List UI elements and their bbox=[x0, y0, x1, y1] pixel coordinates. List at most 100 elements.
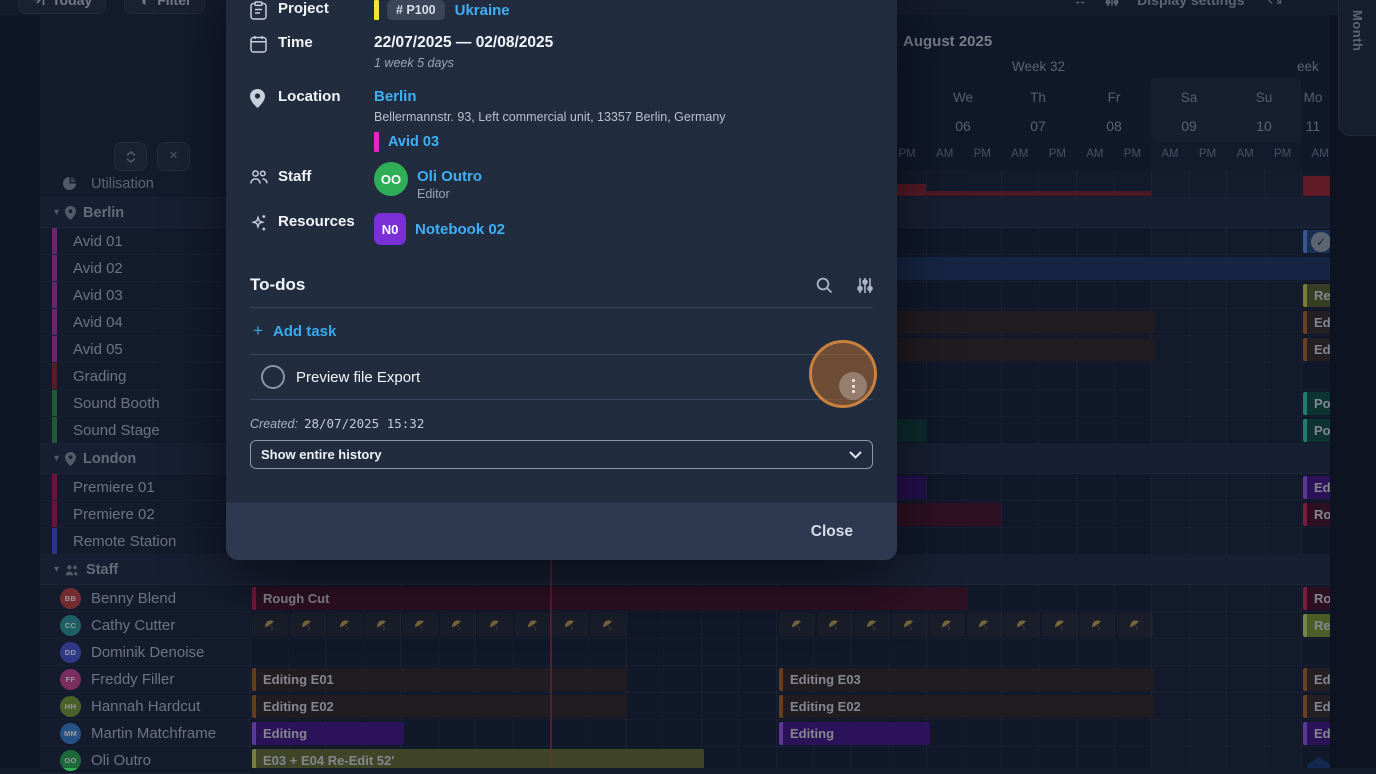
chevron-down-icon[interactable]: ▾ bbox=[54, 453, 60, 464]
vacation-cell[interactable]: ☂ bbox=[477, 613, 514, 637]
sidebar-item-utilisation[interactable]: Utilisation bbox=[40, 170, 250, 198]
booking-bar[interactable]: Editing E02 bbox=[252, 695, 627, 718]
booking-bar[interactable]: Editing bbox=[252, 722, 404, 745]
booking-bar[interactable]: Edi bbox=[1303, 695, 1330, 718]
timeline-row-cathy-cutter[interactable]: Re ☂ ☂ ☂ ☂ ☂ ☂ ☂ ☂ ☂ ☂ ☂ ☂ ☂ ☂ ☂ ☂ ☂ ☂ ☂ ☂ bbox=[250, 612, 1330, 639]
booking-bar[interactable]: Editing E03 bbox=[779, 668, 1154, 691]
booking-bar[interactable]: Re bbox=[1303, 614, 1330, 637]
vacation-cell[interactable]: ☂ bbox=[1004, 613, 1041, 637]
vacation-cell[interactable]: ☂ bbox=[891, 613, 928, 637]
resource-name-link[interactable]: Notebook 02 bbox=[415, 220, 506, 238]
sidebar-item-benny-blend[interactable]: BB Benny Blend bbox=[40, 585, 250, 612]
sidebar-item-dominik-denoise[interactable]: DD Dominik Denoise bbox=[40, 639, 250, 666]
day-date-label[interactable]: 08 bbox=[1106, 118, 1122, 134]
timeline-row-staff[interactable] bbox=[250, 555, 1330, 585]
booking-bar[interactable]: Edi bbox=[1303, 722, 1330, 745]
vacation-cell[interactable]: ☂ bbox=[252, 613, 288, 637]
booking-bar[interactable]: Edi bbox=[1303, 338, 1330, 361]
booking-bar[interactable]: Edi bbox=[1303, 476, 1330, 499]
booking-bar[interactable]: Edi bbox=[1303, 311, 1330, 334]
day-date-label[interactable]: 09 bbox=[1181, 118, 1197, 134]
sidebar-item-avid-02[interactable]: Avid 02 bbox=[40, 255, 250, 282]
timeline-row-benny-blend[interactable]: Rough Cut Ro bbox=[250, 585, 1330, 612]
history-dropdown[interactable]: Show entire history bbox=[250, 440, 873, 469]
sidebar-item-sound-booth[interactable]: Sound Booth bbox=[40, 390, 250, 417]
booking-bar[interactable]: Edi bbox=[1303, 668, 1330, 691]
collapse-groups-button[interactable] bbox=[114, 142, 147, 171]
sidebar-item-avid-05[interactable]: Avid 05 bbox=[40, 336, 250, 363]
vacation-cell[interactable]: ☂ bbox=[552, 613, 589, 637]
booking-bar[interactable]: Po bbox=[1303, 419, 1330, 442]
staff-name-link[interactable]: Oli Outro bbox=[417, 168, 482, 185]
sidebar-item-cathy-cutter[interactable]: CC Cathy Cutter bbox=[40, 612, 250, 639]
sidebar-item-premiere-01[interactable]: Premiere 01 bbox=[40, 474, 250, 501]
day-date-label[interactable]: 10 bbox=[1256, 118, 1272, 134]
add-task-button[interactable]: + Add task bbox=[253, 321, 873, 341]
sidebar-item-hannah-hardcut[interactable]: HH Hannah Hardcut bbox=[40, 693, 250, 720]
resize-columns-icon[interactable]: ↔ bbox=[1073, 0, 1087, 8]
close-button[interactable]: Close bbox=[810, 522, 853, 540]
vacation-cell[interactable]: ☂ bbox=[1079, 613, 1116, 637]
chevron-down-icon[interactable]: ▾ bbox=[54, 207, 60, 218]
sidebar-item-avid-04[interactable]: Avid 04 bbox=[40, 309, 250, 336]
timeline-row-freddy-filler[interactable]: Editing E01 Editing E03 Edi bbox=[250, 666, 1330, 693]
sidebar-item-martin-matchframe[interactable]: MM Martin Matchframe bbox=[40, 720, 250, 747]
vacation-cell[interactable]: ☂ bbox=[1041, 613, 1078, 637]
booking-bar[interactable]: Editing bbox=[779, 722, 930, 745]
room-link[interactable]: Avid 03 bbox=[388, 134, 440, 150]
booking-bar[interactable]: Rough Cut bbox=[252, 587, 968, 610]
chevron-down-icon[interactable]: ▾ bbox=[54, 564, 60, 575]
search-icon[interactable] bbox=[816, 277, 833, 294]
sidebar-item-avid-03[interactable]: Avid 03 bbox=[40, 282, 250, 309]
filter-button[interactable]: Filter bbox=[124, 0, 206, 14]
sliders-icon[interactable] bbox=[1105, 0, 1119, 7]
vacation-cell[interactable]: ☂ bbox=[854, 613, 891, 637]
sidebar-item-berlin[interactable]: ▾ Berlin bbox=[40, 198, 250, 228]
vacation-cell[interactable]: ☂ bbox=[966, 613, 1003, 637]
vacation-cell[interactable]: ☂ bbox=[402, 613, 439, 637]
vacation-cell[interactable]: ☂ bbox=[779, 613, 815, 637]
booking-bar[interactable]: Editing E01 bbox=[252, 668, 627, 691]
sidebar-item-premiere-02[interactable]: Premiere 02 bbox=[40, 501, 250, 528]
day-date-label[interactable]: 06 bbox=[955, 118, 971, 134]
booking-bar[interactable]: Editing E02 bbox=[779, 695, 1154, 718]
booking-bar[interactable]: E03 + E04 Re-Edit 52' bbox=[252, 749, 704, 768]
today-button[interactable]: Today bbox=[18, 0, 107, 14]
day-date-label[interactable]: 07 bbox=[1030, 118, 1046, 134]
todo-checkbox[interactable] bbox=[261, 365, 285, 389]
todo-filter-icon[interactable] bbox=[857, 277, 873, 294]
vacation-cell[interactable]: ☂ bbox=[1116, 613, 1153, 637]
vacation-cell[interactable]: ☂ bbox=[327, 613, 364, 637]
sidebar-item-london[interactable]: ▾ London bbox=[40, 444, 250, 474]
day-date-label[interactable]: 11 bbox=[1305, 118, 1321, 134]
month-view-tab[interactable]: Month bbox=[1338, 0, 1376, 136]
vacation-cell[interactable]: ☂ bbox=[514, 613, 551, 637]
sidebar-item-remote-station[interactable]: Remote Station bbox=[40, 528, 250, 555]
timeline-row-martin-matchframe[interactable]: Editing Editing Edi bbox=[250, 720, 1330, 747]
booking-bar[interactable]: Re bbox=[1303, 284, 1330, 307]
timeline-row-hannah-hardcut[interactable]: Editing E02 Editing E02 Edi bbox=[250, 693, 1330, 720]
timeline-row-oli-outro[interactable]: E03 + E04 Re-Edit 52' bbox=[250, 747, 1330, 768]
expand-icon[interactable]: ↖↘ bbox=[1263, 0, 1284, 8]
timeline-row-dominik-denoise[interactable] bbox=[250, 639, 1330, 666]
vacation-cell[interactable]: ☂ bbox=[589, 613, 626, 637]
vacation-cell[interactable]: ☂ bbox=[364, 613, 401, 637]
vacation-cell[interactable]: ☂ bbox=[816, 613, 853, 637]
booking-bar[interactable]: ✓ bbox=[1303, 230, 1330, 253]
booking-bar[interactable]: Ro bbox=[1303, 503, 1330, 526]
booking-bar[interactable]: Ro bbox=[1303, 587, 1330, 610]
vacation-cell[interactable]: ☂ bbox=[289, 613, 326, 637]
sidebar-item-avid-01[interactable]: Avid 01 bbox=[40, 228, 250, 255]
sidebar-item-staff[interactable]: ▾ Staff bbox=[40, 555, 250, 585]
clear-selection-button[interactable]: ✕ bbox=[157, 142, 190, 171]
vacation-cell[interactable]: ☂ bbox=[439, 613, 476, 637]
sidebar-item-sound-stage[interactable]: Sound Stage bbox=[40, 417, 250, 444]
display-settings-button[interactable]: Display settings bbox=[1137, 0, 1244, 8]
vacation-cell[interactable]: ☂ bbox=[929, 613, 966, 637]
project-name-link[interactable]: Ukraine bbox=[454, 1, 510, 19]
sidebar-item-grading[interactable]: Grading bbox=[40, 363, 250, 390]
todo-kebab-menu-button[interactable] bbox=[839, 372, 867, 400]
booking-bar[interactable]: Po bbox=[1303, 392, 1330, 415]
location-city-link[interactable]: Berlin bbox=[374, 88, 417, 105]
sidebar-item-freddy-filler[interactable]: FF Freddy Filler bbox=[40, 666, 250, 693]
